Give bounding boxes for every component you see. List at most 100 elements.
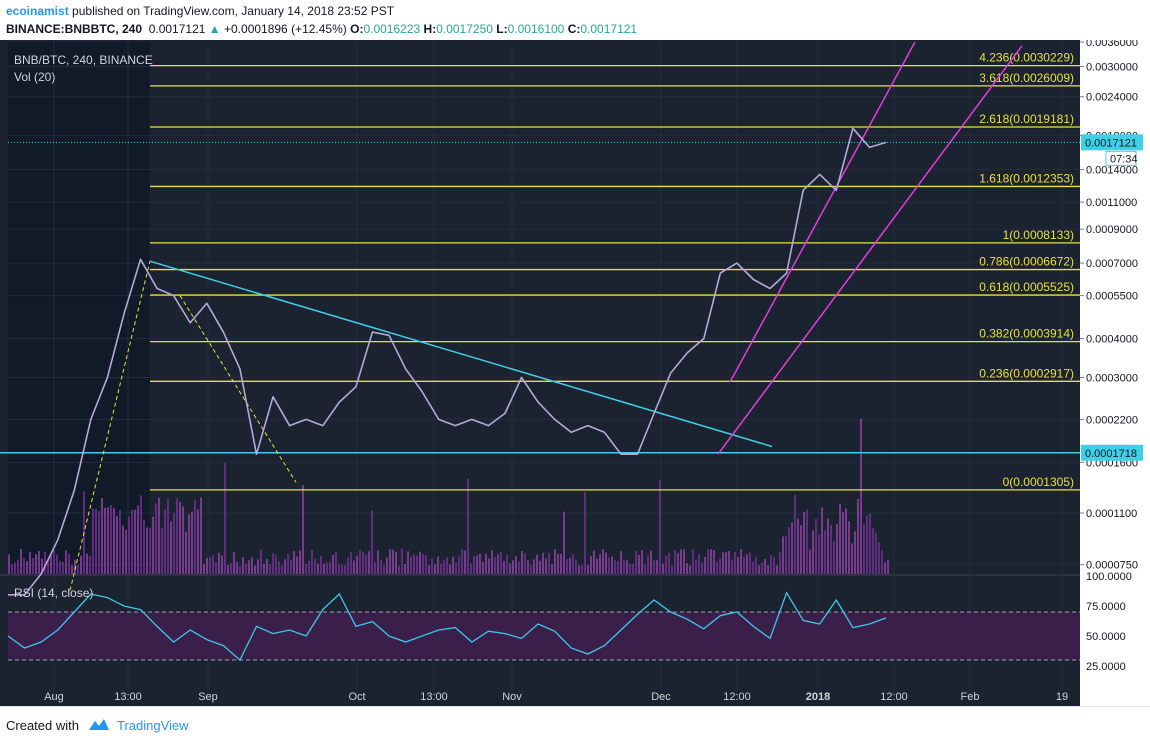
- volume-bar: [197, 509, 199, 574]
- volume-bar: [233, 552, 235, 574]
- volume-bar: [845, 508, 847, 574]
- volume-bar: [167, 498, 169, 574]
- current-price-badge: [1081, 134, 1143, 151]
- volume-bar: [554, 549, 556, 574]
- low-label: L:: [496, 22, 508, 36]
- volume-bar: [275, 554, 277, 574]
- volume-bar: [569, 557, 571, 574]
- volume-bar: [350, 552, 352, 574]
- support-price-badge: [1081, 444, 1143, 461]
- volume-bar: [398, 565, 400, 574]
- price-chart[interactable]: 4.236(0.0030229) 3.618(0.0026009) 2.618(0.…: [0, 40, 1150, 706]
- volume-bar: [698, 554, 700, 574]
- price-axis-label: 0.0000750: [1086, 560, 1138, 572]
- volume-bar: [245, 563, 247, 574]
- price-axis-label: 0.0014000: [1086, 165, 1138, 177]
- volume-bar: [44, 551, 46, 574]
- ohlc-line: BINANCE:BNBBTC, 240 0.0017121 ▲ +0.00018…: [6, 22, 637, 36]
- volume-bar: [161, 528, 163, 574]
- current-price-label: 0.0017121: [1085, 137, 1137, 149]
- volume-bar: [560, 553, 562, 574]
- volume-bar: [371, 510, 373, 574]
- volume-bar: [800, 525, 802, 574]
- chart-title: BNB/BTC, 240, BINANCE: [14, 53, 153, 67]
- volume-bar: [188, 514, 190, 574]
- volume-bar: [170, 521, 172, 574]
- symbol-label: BINANCE:BNBBTC, 240: [6, 22, 143, 36]
- tradingview-link[interactable]: TradingView: [117, 718, 189, 733]
- change-arrow-icon: ▲: [208, 22, 221, 36]
- rsi-label: RSI (14, close): [14, 586, 93, 600]
- volume-bar: [863, 524, 865, 574]
- support-price-label: 0.0001718: [1085, 448, 1137, 460]
- volume-bar: [392, 549, 394, 574]
- volume-bar: [326, 562, 328, 574]
- volume-bar: [131, 509, 133, 574]
- volume-bar: [50, 555, 52, 574]
- volume-bar: [86, 553, 88, 574]
- volume-bar: [278, 561, 280, 574]
- volume-bar: [506, 555, 508, 574]
- fib-level-label: 2.618(0.0019181): [979, 112, 1074, 126]
- volume-bar: [284, 559, 286, 574]
- fib-level-label: 1(0.0008133): [1003, 228, 1074, 242]
- chart-background: [0, 40, 1150, 706]
- volume-bar: [110, 505, 112, 574]
- time-axis: Aug 13:00 Sep Oct 13:00 Nov Dec 12:00 2018 12:00 F…: [0, 691, 1080, 706]
- volume-bar: [836, 524, 838, 574]
- volume-bar: [428, 565, 430, 574]
- volume-bar: [74, 559, 76, 574]
- fib-levels: 4.236(0.0030229) 3.618(0.0026009) 2.618(0.…: [150, 51, 1080, 491]
- volume-bar: [578, 565, 580, 574]
- volume-bar: [464, 550, 466, 574]
- volume-bar: [563, 511, 565, 574]
- volume-bar: [176, 498, 178, 574]
- volume-bar: [869, 513, 871, 574]
- volume-bar: [62, 562, 64, 574]
- volume-bar: [119, 510, 121, 574]
- volume-bar: [308, 560, 310, 574]
- volume-bar: [314, 559, 316, 574]
- volume-bar: [416, 555, 418, 574]
- volume-bar: [866, 515, 868, 574]
- price-change: +0.0001896 (+12.45%): [224, 22, 347, 36]
- volume-bar: [425, 555, 427, 574]
- volume-bar: [623, 559, 625, 574]
- volume-bar: [68, 553, 70, 574]
- volume-bar: [317, 563, 319, 574]
- price-axis-label: 0.0036000: [1086, 40, 1138, 49]
- publish-info: published on TradingView.com, January 14…: [72, 4, 395, 18]
- volume-bar: [794, 495, 796, 574]
- volume-bar: [20, 548, 22, 574]
- time-axis-label: 2018: [806, 691, 830, 703]
- time-axis-label: 19: [1056, 691, 1068, 703]
- volume-bar: [71, 565, 73, 574]
- time-axis-label: 12:00: [723, 691, 751, 703]
- volume-bar: [26, 561, 28, 574]
- volume-bar: [461, 549, 463, 574]
- volume-bar: [533, 559, 535, 574]
- volume-bar: [785, 536, 787, 574]
- dashed-trend-line: [179, 295, 297, 483]
- volume-bar: [401, 548, 403, 574]
- volume-bar: [353, 560, 355, 574]
- volume-bar: [98, 510, 100, 574]
- volume-bar: [194, 499, 196, 574]
- volume-bar: [692, 548, 694, 574]
- author-link[interactable]: ecoinamist: [6, 4, 69, 18]
- volume-bar: [674, 550, 676, 574]
- volume-bar: [92, 508, 94, 574]
- volume-bar: [362, 551, 364, 574]
- volume-bar: [107, 507, 109, 574]
- volume-bar: [77, 564, 79, 574]
- volume-bar: [290, 559, 292, 574]
- volume-bar: [272, 553, 274, 574]
- volume-bar: [383, 564, 385, 574]
- volume-bar: [812, 530, 814, 574]
- volume-bar: [512, 560, 514, 574]
- price-axis-label: 0.0009000: [1086, 224, 1138, 236]
- volume-bar: [8, 554, 10, 574]
- volume-bar: [665, 555, 667, 574]
- shaded-region: [8, 42, 150, 574]
- volume-bar: [668, 552, 670, 574]
